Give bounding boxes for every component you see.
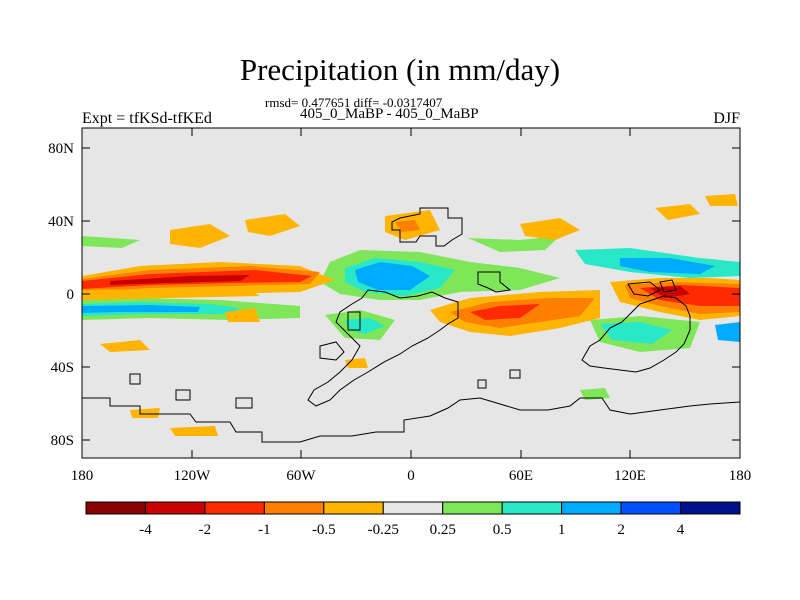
colorbar-swatch (442, 501, 503, 515)
colorbar-label: -1 (258, 522, 271, 538)
lon-label-180w: 180 (71, 468, 94, 484)
field-equatorial-pacific-south-dry (82, 289, 260, 300)
field-nw-pacific-core (620, 258, 715, 274)
field-south-pacific-core (82, 305, 200, 313)
outline-island-indian-ocean (509, 369, 521, 379)
field-north-pacific-dry-4 (705, 194, 738, 206)
colorbar-swatch (680, 501, 741, 515)
colorbar-label: -0.25 (368, 522, 399, 538)
lon-label-120e: 120E (614, 468, 646, 484)
field-equatorial-pacific-core (110, 275, 250, 285)
colorbar-label: -0.5 (312, 522, 336, 538)
field-north-pacific-dry-3 (655, 204, 700, 220)
stats-subtitle: rmsd= 0.477651 diff= -0.0317407 (265, 95, 443, 110)
colorbar-swatch (204, 501, 265, 515)
lat-label-eq: 0 (67, 287, 75, 303)
colorbar-label: 0.25 (430, 522, 456, 538)
outline-europe (391, 207, 463, 247)
outline-australia (581, 295, 691, 373)
outline-island-south-atlantic (235, 397, 253, 409)
field-east-pacific-dry (225, 308, 260, 322)
field-southern-ocean-dry-1 (130, 408, 160, 418)
colorbar: -4 -2 -1 -0.5 -0.25 0.25 0.5 1 2 4 (85, 501, 741, 538)
colorbar-swatch (501, 501, 563, 515)
outline-island-kerguelen (477, 379, 487, 389)
field-north-pacific-dry-2 (245, 214, 300, 236)
colorbar-swatch (263, 501, 325, 515)
field-atlantic-core (355, 262, 430, 290)
outline-patagonia (319, 341, 345, 361)
colorbar-label: 2 (617, 522, 625, 538)
field-south-atlantic-dry (345, 358, 368, 368)
lon-label-180e: 180 (729, 468, 752, 484)
lat-axis: 80N 40N 0 40S 80S (48, 141, 740, 449)
lon-label-0: 0 (407, 468, 415, 484)
field-south-pacific-dry-1 (100, 340, 150, 352)
colorbar-label: 0.5 (493, 522, 512, 538)
colorbar-swatch (323, 501, 384, 515)
outline-new-guinea (659, 279, 677, 293)
colorbar-swatch (561, 501, 622, 515)
colorbar-swatch (620, 501, 682, 515)
season-label: DJF (713, 110, 740, 127)
colorbar-swatch (85, 501, 146, 515)
field-indian-ocean-core (470, 304, 540, 320)
outline-island (347, 311, 361, 331)
lat-label-40n: 40N (48, 214, 74, 230)
lat-label-40s: 40S (51, 360, 74, 376)
field-dateline-south (715, 322, 740, 342)
outline-arabia (477, 271, 512, 293)
outline-antarctica (82, 397, 740, 443)
field-mediterranean-drier (395, 220, 420, 232)
field-asia-wet (468, 236, 560, 252)
colorbar-swatch (144, 501, 206, 515)
lon-label-60e: 60E (509, 468, 533, 484)
field-southern-ocean-wet (580, 388, 610, 400)
colorbar-label: 1 (558, 522, 566, 538)
lat-label-80s: 80S (51, 433, 74, 449)
outline-island-south-pacific (129, 373, 141, 385)
field-central-asia-dry (520, 218, 580, 240)
field-s-pacific-convergence-core (600, 322, 672, 344)
colorbar-label: -2 (199, 522, 212, 538)
field-west-pacific-core (650, 286, 690, 298)
lat-label-80n: 80N (48, 141, 74, 157)
lon-label-120w: 120W (174, 468, 212, 484)
field-southern-ocean-dry-2 (170, 426, 218, 436)
field-north-pacific-dry-1 (170, 224, 230, 248)
precip-field (82, 194, 740, 436)
field-north-pacific-wet (82, 236, 140, 248)
colorbar-label: -4 (139, 522, 152, 538)
outline-island-southern-ocean (175, 389, 191, 401)
lon-axis: 180 120W 60W 0 60E 120E 180 (71, 128, 752, 484)
lon-label-60w: 60W (286, 468, 316, 484)
experiment-label: Expt = tfKSd-tfKEd (82, 110, 212, 127)
outline-maritime-continent (627, 281, 661, 297)
continent-outlines (82, 207, 740, 443)
case-label: 405_0_MaBP - 405_0_MaBP (300, 106, 479, 122)
colorbar-swatch (382, 501, 444, 515)
colorbar-label: 4 (677, 522, 685, 538)
outline-south-america (307, 289, 459, 407)
map-title: Precipitation (in mm/day) (239, 52, 561, 87)
